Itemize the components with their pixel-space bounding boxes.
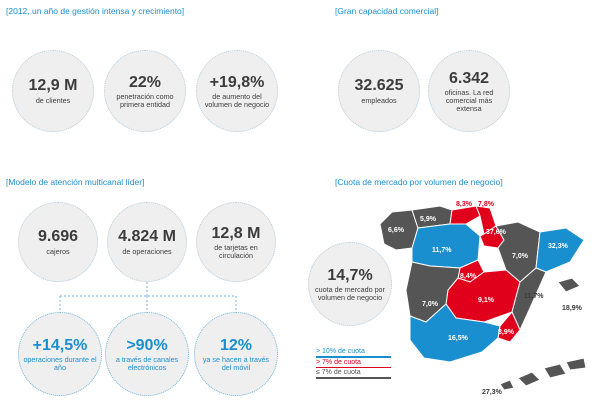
legend-item-high: > 10% de cuota — [316, 348, 365, 355]
stat-label: ya se hacen a través del móvil — [202, 355, 270, 372]
stat-label: oficinas. La red comercial más extensa — [444, 88, 494, 113]
stat-label: cajeros — [46, 247, 70, 257]
map-value: 16,5% — [448, 335, 469, 342]
stat-value: 32.625 — [354, 77, 404, 95]
map-value: 11,7% — [432, 247, 452, 254]
region-andalucia — [409, 303, 501, 363]
section-title-gestion: [2012, un año de gestión intensa y creci… — [6, 6, 185, 16]
stat-value: 6.342 — [448, 69, 490, 87]
map-value: 9,1% — [478, 297, 495, 304]
stat-volumen: +19,8% de aumento del volumen de negocio — [196, 50, 278, 132]
stat-value: +14,5% — [32, 336, 88, 354]
region-pais-vasco — [449, 205, 481, 225]
region-canarias-4 — [499, 379, 515, 391]
stat-value: 22% — [128, 73, 162, 91]
map-value: 37,6% — [486, 229, 507, 236]
stat-value: +19,8% — [209, 73, 265, 91]
region-cataluna — [535, 227, 585, 273]
map-value: 6,6% — [388, 227, 405, 234]
map-value: 32,3% — [548, 243, 569, 250]
map-value: 7,0% — [512, 253, 529, 260]
map-legend: > 10% de cuota > 7% de cuota ≤ 7% de cuo… — [316, 348, 391, 379]
legend-item-mid: > 7% de cuota — [316, 358, 361, 366]
stat-value: 4.824 M — [118, 228, 176, 246]
stat-movil: 12% ya se hacen a través del móvil — [194, 312, 278, 396]
stat-clientes: 12,9 M de clientes — [12, 50, 94, 132]
stat-tarjetas: 12,8 M de tarjetas en circulación — [196, 202, 276, 282]
section-title-capacidad: [Gran capacidad comercial] — [335, 6, 439, 16]
stat-value: >90% — [126, 336, 168, 354]
legend-item-low: ≤ 7% de cuota — [316, 369, 361, 376]
map-value: 8,4% — [460, 273, 477, 280]
stat-operaciones-anio: +14,5% operaciones durante el año — [18, 312, 102, 396]
map-value: 11,7% — [524, 293, 544, 300]
stat-label: penetración como primera entidad — [116, 92, 174, 109]
stat-label: de tarjetas en circulación — [214, 243, 258, 260]
stat-label: de clientes — [35, 96, 71, 106]
section-title-cuota: [Cuota de mercado por volumen de negocio… — [335, 177, 503, 187]
stat-value: 12% — [219, 336, 253, 354]
stat-value: 12,9 M — [28, 77, 78, 95]
map-value: 8,9% — [498, 329, 515, 336]
region-extremadura — [405, 261, 461, 323]
stat-label: empleados — [361, 96, 397, 106]
legend-line-high — [316, 356, 391, 358]
stat-value: 14,7% — [327, 266, 373, 284]
map-value: 8,3% — [456, 201, 473, 208]
region-canarias-1 — [517, 371, 541, 387]
stat-label: operaciones durante el año — [23, 355, 97, 372]
stat-penetracion: 22% penetración como primera entidad — [104, 50, 186, 132]
stat-operaciones: 4.824 M de operaciones — [107, 202, 187, 282]
stat-empleados: 32.625 empleados — [338, 50, 420, 132]
stat-label: de operaciones — [122, 247, 172, 257]
stat-label: de aumento del volumen de negocio — [204, 92, 270, 109]
map-value: 7,0% — [422, 301, 439, 308]
section-title-multicanal: [Modelo de atención multicanal líder] — [6, 177, 145, 187]
stat-label: a través de canales electrónicos — [115, 355, 179, 372]
region-baleares — [557, 277, 581, 293]
region-canarias-2 — [543, 363, 567, 379]
stat-value: 9.696 — [37, 228, 79, 246]
legend-line-low — [316, 377, 391, 379]
stat-label: cuota de mercado por volumen de negocio — [315, 285, 385, 302]
stat-cajeros: 9.696 cajeros — [18, 202, 98, 282]
stat-oficinas: 6.342 oficinas. La red comercial más ext… — [428, 50, 510, 132]
map-value: 5,9% — [420, 216, 437, 223]
stat-canales-electronicos: >90% a través de canales electrónicos — [105, 312, 189, 396]
region-canarias-3 — [565, 357, 587, 371]
region-castilla-leon — [411, 223, 481, 269]
map-value: 18,9% — [562, 305, 583, 312]
map-value: 7,8% — [478, 201, 495, 208]
map-value: 27,3% — [482, 389, 503, 396]
stat-value: 12,8 M — [211, 224, 261, 242]
stat-cuota-mercado: 14,7% cuota de mercado por volumen de ne… — [308, 242, 392, 326]
legend-line-mid — [316, 366, 391, 368]
